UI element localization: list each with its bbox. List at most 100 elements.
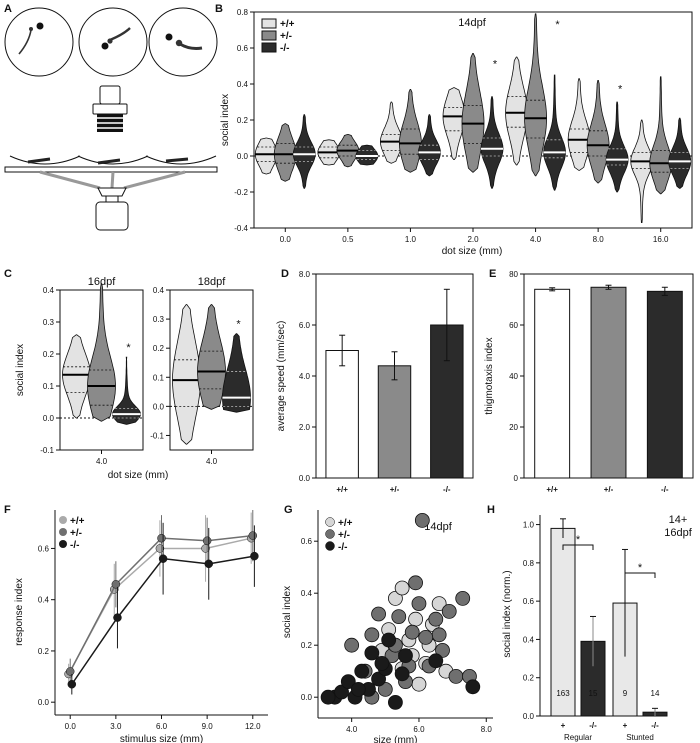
panel-g-point — [388, 591, 403, 606]
panel-g-point — [418, 630, 434, 645]
panel-b-violin-chart: -0.4 -0.2 0.0 0.2 0.4 0.6 0.8 0.0 0.5 1.0 2.0 * 4.0 *… — [220, 8, 693, 257]
panel-h-significance-bracket — [562, 544, 594, 550]
panel-b-legend-label: +/- — [280, 31, 292, 42]
panel-d-y-tick-label: 6.0 — [299, 321, 311, 330]
panel-c2-violin-chart: -0.1 0.0 0.1 0.2 0.3 0.4 4.0 * 18dpf — [150, 276, 254, 466]
panel-label-h: H — [487, 504, 495, 516]
panel-e-bar — [534, 288, 571, 479]
panel-h-significance-star: * — [638, 562, 643, 574]
panel-g-x-tick-label: 4.0 — [346, 725, 358, 734]
panel-h-y-tick-label: 1.0 — [523, 521, 535, 530]
dish-illustration-3 — [148, 7, 218, 77]
panel-e-x-tick-label: +/- — [604, 485, 614, 494]
panel-g-legend-marker — [325, 517, 335, 527]
panel-b-x-axis-title: dot size (mm) — [442, 246, 503, 257]
panel-g-point — [431, 596, 447, 611]
panel-h-y-tick-label: 0.6 — [523, 597, 535, 606]
panel-g-point — [350, 682, 366, 697]
panel-c1-y-tick-label: 0.4 — [43, 286, 55, 295]
panel-c1-0-violin — [62, 334, 91, 419]
panel-a-illustration — [4, 7, 218, 231]
panel-g-point — [364, 627, 380, 643]
panel-g-point — [334, 684, 349, 700]
panel-b-y-tick-label: 0.2 — [237, 116, 249, 125]
panel-h-n-label: 9 — [623, 689, 628, 698]
panel-e-y-tick-label: 20 — [509, 423, 518, 432]
panel-c2-2-violin — [222, 333, 251, 413]
panel-f-legend-marker — [59, 540, 67, 548]
panel-f-y-tick-label: 0.4 — [38, 596, 50, 605]
panel-d-x-tick-label: +/- — [390, 485, 400, 494]
panel-e-y-tick-label: 40 — [509, 372, 518, 381]
panel-g-x-tick-label: 6.0 — [413, 725, 425, 734]
panel-b-legend-label: -/- — [280, 43, 289, 54]
panel-d-y-tick-label: 2.0 — [299, 423, 311, 432]
panel-f-x-axis-title: stimulus size (mm) — [120, 734, 203, 743]
panel-label-a: A — [4, 3, 12, 15]
panel-c2-x-tick-label: 4.0 — [206, 457, 218, 466]
panel-label-c: C — [4, 268, 12, 280]
panel-f-line-chart: 0.0 0.2 0.4 0.6 0.0 3.0 6.0 9.0 12.0 stimulus siz… — [14, 510, 268, 743]
panel-h-group-label: Stunted — [626, 733, 654, 742]
panel-g-point — [374, 656, 390, 671]
panel-c2-y-tick-label: -0.1 — [150, 431, 164, 440]
panel-c1-violin-chart: -0.1 0.0 0.1 0.2 0.3 0.4 4.0 * 16dpf social index… — [15, 276, 168, 481]
panel-label-d: D — [281, 268, 289, 280]
panel-g-x-axis-title: size (mm) — [374, 735, 418, 743]
panel-h-significance-bracket — [624, 572, 656, 578]
panel-c1-2-violin — [112, 356, 141, 425]
panel-b-significance-star: * — [618, 84, 623, 96]
panel-f-point — [204, 559, 213, 569]
panel-c1-y-axis-title: social index — [15, 344, 26, 396]
panel-g-point — [364, 645, 380, 661]
panel-f-legend-label: -/- — [70, 540, 79, 551]
panel-h-bar — [550, 527, 576, 717]
panel-b-0-violin — [630, 119, 654, 223]
panel-g-legend-marker — [325, 541, 335, 551]
panel-d-bar — [377, 365, 412, 479]
panel-h-y-tick-label: 0.4 — [523, 635, 535, 644]
panel-c1-y-tick-label: 0.2 — [43, 350, 55, 359]
panel-f-point — [202, 536, 212, 545]
panel-h-y-tick-label: 0.2 — [523, 674, 535, 683]
panel-label-f: F — [4, 504, 11, 516]
panel-b-y-tick-label: 0.8 — [237, 8, 249, 17]
panel-h-title-line: 14+ — [669, 514, 688, 526]
panel-g-point — [441, 604, 457, 619]
panel-b-significance-star: * — [493, 58, 498, 70]
panel-b-0-violin — [567, 78, 591, 171]
panel-b-2-violin — [292, 114, 316, 189]
panel-c2-y-tick-label: 0.3 — [153, 315, 165, 324]
panel-b-y-tick-label: 0.4 — [237, 80, 249, 89]
panel-g-point — [431, 627, 447, 643]
panel-g-point — [448, 669, 464, 684]
panel-c2-title: 18dpf — [198, 276, 226, 288]
panel-e-y-tick-label: 60 — [509, 321, 518, 330]
panel-d-y-axis-title: average speed (mm/sec) — [276, 321, 287, 432]
panel-c2-y-tick-label: 0.0 — [153, 402, 165, 411]
panel-h-y-tick-label: 0.8 — [523, 559, 535, 568]
panel-f-point — [157, 533, 166, 543]
panel-g-point — [371, 671, 386, 687]
panel-c1-x-tick-label: 4.0 — [96, 457, 108, 466]
panel-b-1-violin — [273, 123, 297, 182]
panel-b-significance-star: * — [555, 19, 560, 31]
panel-c2-0-violin — [172, 304, 201, 445]
panel-h-n-label: 15 — [589, 689, 598, 698]
panel-b-1-violin — [649, 76, 673, 195]
panel-d-y-tick-label: 0.0 — [299, 474, 311, 483]
panel-c1-title: 16dpf — [88, 276, 116, 288]
panel-g-point — [354, 663, 370, 679]
panel-label-e: E — [489, 268, 496, 280]
panel-g-point — [404, 624, 420, 640]
dishes-side-view — [4, 155, 218, 173]
panel-g-point — [455, 591, 471, 606]
panel-h-x-tick-label: + — [561, 721, 566, 730]
panel-g-legend-label: +/+ — [338, 518, 353, 529]
panel-b-1-violin — [586, 80, 610, 184]
panel-c2-1-violin — [197, 304, 226, 410]
panel-b-0-violin — [442, 87, 466, 160]
panel-b-x-tick-label: 2.0 — [467, 235, 479, 244]
panel-c1-x-axis-title: dot size (mm) — [108, 470, 169, 481]
panel-g-point — [408, 575, 423, 591]
